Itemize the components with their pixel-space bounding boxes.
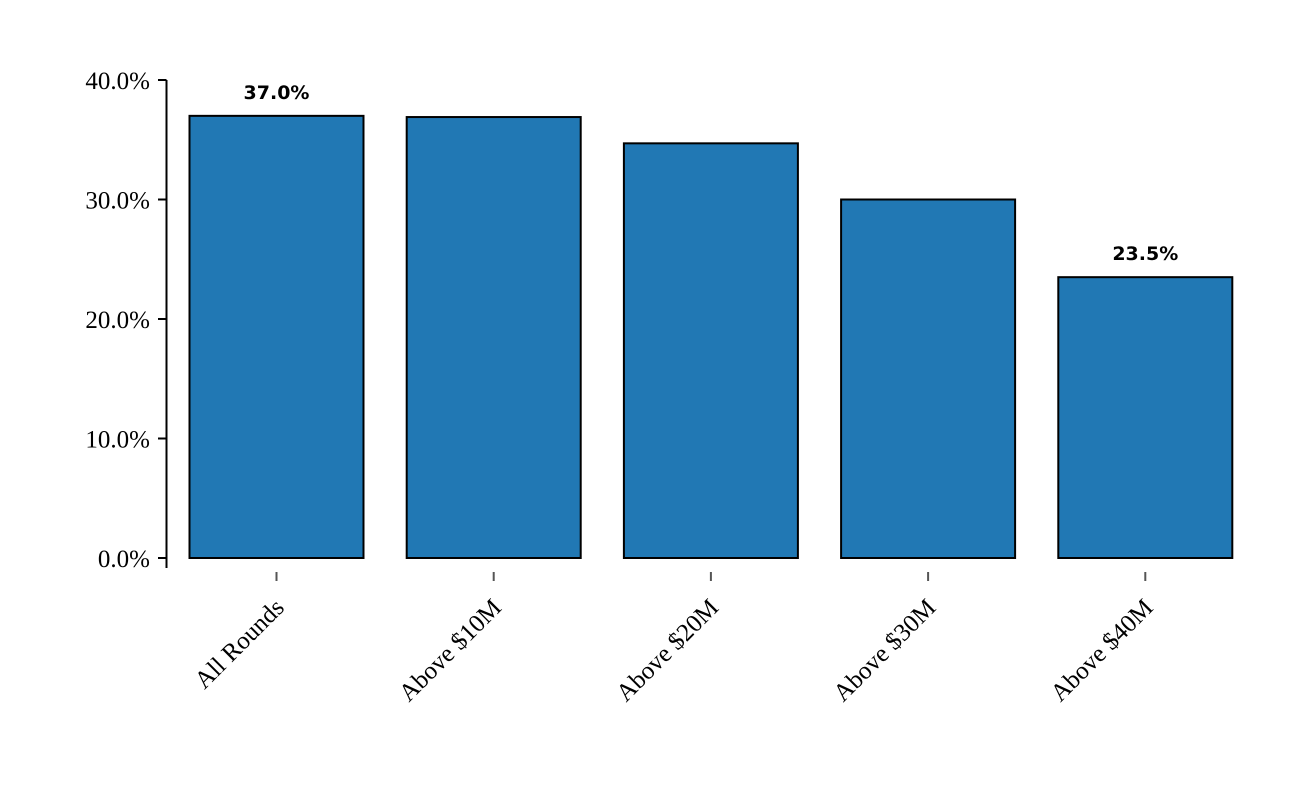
- bar: [1057, 276, 1234, 559]
- x-tick-label: Above $40M: [1046, 594, 1159, 707]
- x-tick-label: Above $20M: [611, 594, 724, 707]
- x-tick-label: Above $30M: [828, 594, 941, 707]
- bar: [840, 198, 1017, 559]
- data-label: 37.0%: [244, 82, 310, 104]
- data-labels: 37.0% 23.5%: [244, 82, 1179, 265]
- y-tick-label: 10.0%: [85, 427, 150, 454]
- data-label: 23.5%: [1112, 243, 1178, 265]
- y-tick-label: 40.0%: [85, 68, 150, 95]
- bar: [188, 114, 365, 559]
- bars: [188, 114, 1234, 560]
- y-tick-label: 20.0%: [85, 307, 150, 334]
- y-tick-label: 0.0%: [98, 546, 150, 573]
- bar: [405, 116, 582, 559]
- y-axis: 0.0% 10.0% 20.0% 30.0% 40.0%: [85, 68, 168, 573]
- x-tick-label: Above $10M: [394, 594, 507, 707]
- x-tick-label: All Rounds: [190, 594, 290, 694]
- bar: [622, 142, 799, 560]
- x-axis: All Rounds Above $10M Above $20M Above $30M…: [190, 572, 1159, 707]
- y-tick-label: 30.0%: [85, 188, 150, 215]
